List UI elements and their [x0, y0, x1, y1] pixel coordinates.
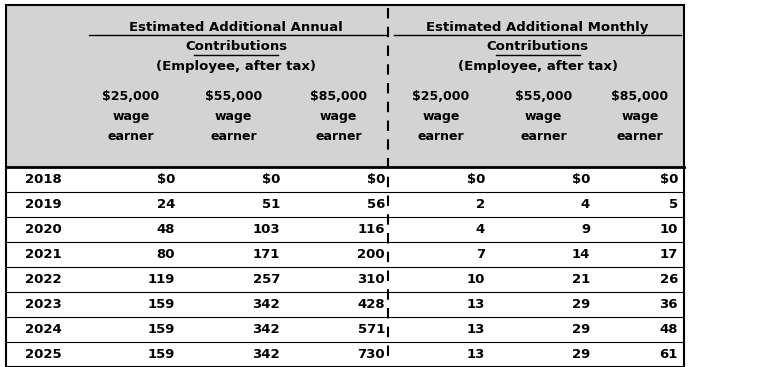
Bar — [6, 5, 684, 167]
Text: wage: wage — [622, 110, 658, 123]
Bar — [6, 267, 684, 292]
Text: 10: 10 — [466, 273, 485, 286]
Text: wage: wage — [215, 110, 252, 123]
Text: 24: 24 — [157, 198, 175, 211]
Text: 159: 159 — [147, 323, 175, 336]
Text: $0: $0 — [660, 173, 678, 186]
Bar — [6, 342, 684, 367]
Text: 13: 13 — [466, 348, 485, 361]
Text: $0: $0 — [157, 173, 175, 186]
Text: 51: 51 — [262, 198, 280, 211]
Text: 730: 730 — [357, 348, 385, 361]
Text: 159: 159 — [147, 348, 175, 361]
Text: 13: 13 — [466, 323, 485, 336]
Bar — [6, 292, 684, 317]
Text: 2023: 2023 — [25, 298, 62, 311]
Text: 119: 119 — [147, 273, 175, 286]
Text: $25,000: $25,000 — [102, 90, 160, 103]
Text: earner: earner — [520, 130, 567, 143]
Text: earner: earner — [108, 130, 154, 143]
Text: 61: 61 — [660, 348, 678, 361]
Text: 48: 48 — [660, 323, 678, 336]
Text: 571: 571 — [357, 323, 385, 336]
Text: wage: wage — [112, 110, 150, 123]
Text: wage: wage — [422, 110, 459, 123]
Text: 10: 10 — [660, 223, 678, 236]
Bar — [6, 167, 684, 192]
Text: $0: $0 — [261, 173, 280, 186]
Text: 2024: 2024 — [25, 323, 62, 336]
Text: earner: earner — [417, 130, 464, 143]
Text: $25,000: $25,000 — [413, 90, 470, 103]
Text: 48: 48 — [157, 223, 175, 236]
Text: 26: 26 — [660, 273, 678, 286]
Text: (Employee, after tax): (Employee, after tax) — [458, 60, 618, 73]
Text: 13: 13 — [466, 298, 485, 311]
Text: 200: 200 — [357, 248, 385, 261]
Text: $85,000: $85,000 — [310, 90, 367, 103]
Text: Contributions: Contributions — [487, 40, 589, 53]
Text: 21: 21 — [572, 273, 590, 286]
Text: $55,000: $55,000 — [205, 90, 262, 103]
Text: 9: 9 — [581, 223, 590, 236]
Text: $0: $0 — [572, 173, 590, 186]
Bar — [6, 5, 684, 367]
Text: Estimated Additional Annual: Estimated Additional Annual — [129, 21, 343, 34]
Text: 171: 171 — [253, 248, 280, 261]
Text: 17: 17 — [660, 248, 678, 261]
Bar — [6, 242, 684, 267]
Bar — [6, 217, 684, 242]
Text: 4: 4 — [581, 198, 590, 211]
Text: Contributions: Contributions — [185, 40, 287, 53]
Text: earner: earner — [210, 130, 257, 143]
Text: $55,000: $55,000 — [515, 90, 572, 103]
Text: 103: 103 — [253, 223, 280, 236]
Text: $0: $0 — [466, 173, 485, 186]
Text: 116: 116 — [357, 223, 385, 236]
Text: 29: 29 — [572, 298, 590, 311]
Text: 36: 36 — [660, 298, 678, 311]
Text: $0: $0 — [367, 173, 385, 186]
Bar — [6, 192, 684, 217]
Text: Estimated Additional Monthly: Estimated Additional Monthly — [427, 21, 649, 34]
Text: 80: 80 — [157, 248, 175, 261]
Text: (Employee, after tax): (Employee, after tax) — [156, 60, 316, 73]
Text: 7: 7 — [476, 248, 485, 261]
Text: 428: 428 — [357, 298, 385, 311]
Text: wage: wage — [525, 110, 562, 123]
Text: 342: 342 — [253, 348, 280, 361]
Bar — [6, 317, 684, 342]
Text: 2020: 2020 — [25, 223, 62, 236]
Text: 2019: 2019 — [25, 198, 62, 211]
Text: 2018: 2018 — [25, 173, 62, 186]
Text: 14: 14 — [572, 248, 590, 261]
Text: 29: 29 — [572, 323, 590, 336]
Text: earner: earner — [617, 130, 663, 143]
Text: 342: 342 — [253, 323, 280, 336]
Text: 2022: 2022 — [25, 273, 62, 286]
Text: 2: 2 — [476, 198, 485, 211]
Text: wage: wage — [320, 110, 357, 123]
Text: 4: 4 — [476, 223, 485, 236]
Text: 2025: 2025 — [25, 348, 62, 361]
Text: $85,000: $85,000 — [612, 90, 668, 103]
Text: 29: 29 — [572, 348, 590, 361]
Text: earner: earner — [315, 130, 362, 143]
Text: 56: 56 — [367, 198, 385, 211]
Text: 342: 342 — [253, 298, 280, 311]
Text: 257: 257 — [253, 273, 280, 286]
Text: 5: 5 — [669, 198, 678, 211]
Text: 310: 310 — [357, 273, 385, 286]
Text: 159: 159 — [147, 298, 175, 311]
Text: 2021: 2021 — [25, 248, 62, 261]
